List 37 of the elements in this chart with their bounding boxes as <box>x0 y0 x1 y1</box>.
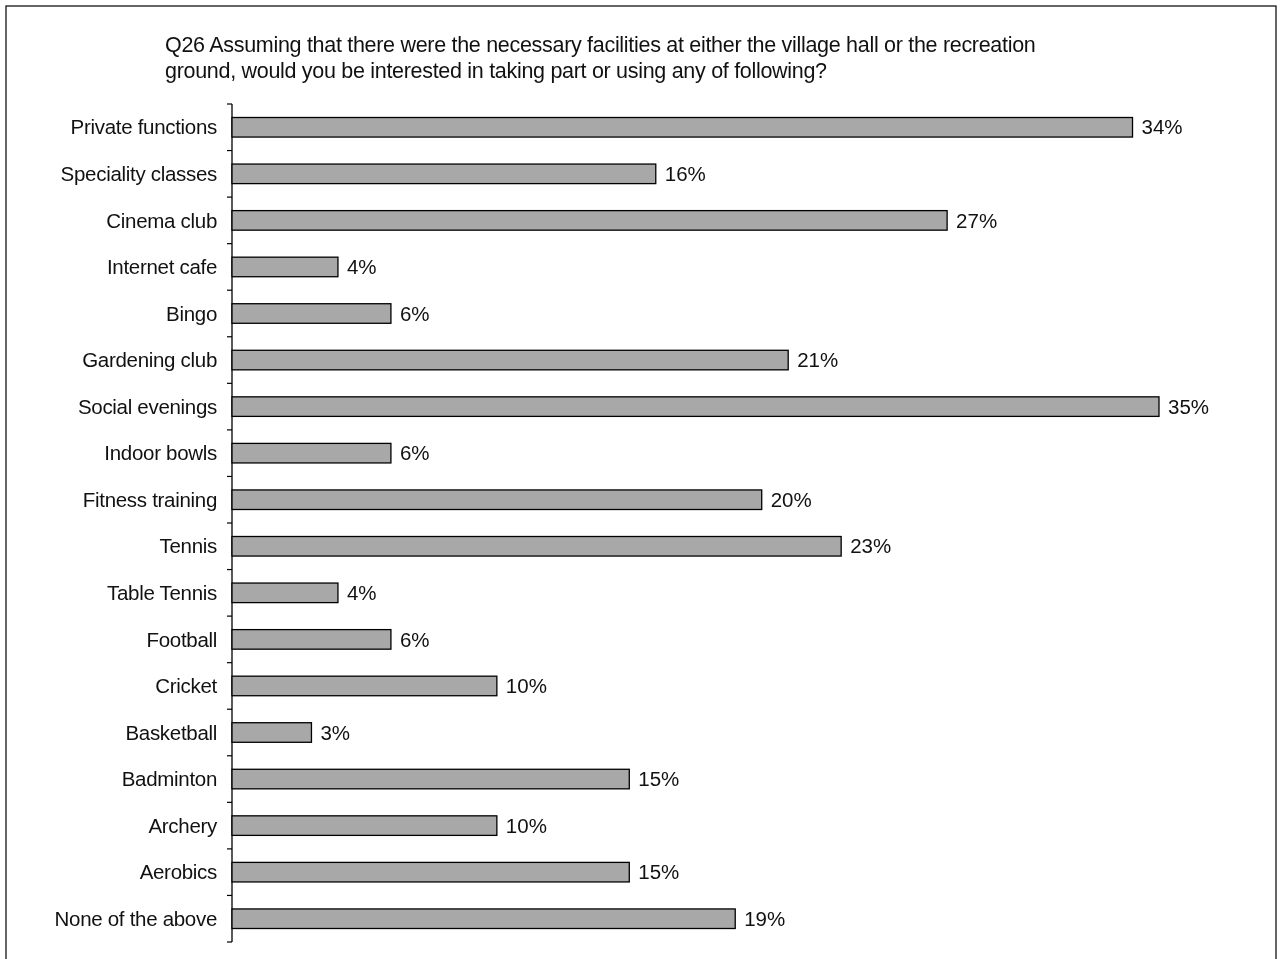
data-label: 6% <box>399 441 430 465</box>
data-label: 6% <box>399 301 430 325</box>
y-tick-label: Private functions <box>70 115 218 139</box>
y-tick-label: Speciality classes <box>60 162 218 186</box>
y-tick-label: Social evenings <box>77 394 218 418</box>
data-label: 10% <box>505 674 547 698</box>
data-label: 15% <box>638 860 680 884</box>
y-tick-label: Archery <box>148 813 219 837</box>
data-label: 4% <box>346 255 377 279</box>
data-label: 3% <box>320 720 351 744</box>
data-label: 6% <box>399 627 430 651</box>
y-tick-label: Basketball <box>125 720 217 744</box>
y-tick-label: Bingo <box>166 301 217 325</box>
data-label: 4% <box>346 581 377 605</box>
y-tick-label: Gardening club <box>82 348 217 372</box>
y-tick-label: Football <box>146 627 217 651</box>
y-tick-label: Cinema club <box>106 208 217 232</box>
y-tick-label: Internet cafe <box>106 255 217 279</box>
y-tick-label: Badminton <box>121 767 217 791</box>
data-label: 21% <box>797 348 839 372</box>
chart-title: Q26 Assuming that there were the necessary facilities at either the village hall or the recreation ground, would you be interested in taking part or using any of following? <box>165 33 1036 83</box>
data-label: 19% <box>744 906 786 930</box>
data-label: 34% <box>1141 115 1183 139</box>
data-label: 27% <box>956 208 998 232</box>
data-label: 15% <box>638 767 680 791</box>
data-label: 35% <box>1168 394 1210 418</box>
y-tick-label: Indoor bowls <box>104 441 218 465</box>
y-tick-label: Tennis <box>159 534 218 558</box>
data-label: 16% <box>664 162 706 186</box>
y-tick-label: Table Tennis <box>107 581 218 605</box>
data-label: 20% <box>770 487 812 511</box>
y-tick-label: None of the above <box>54 906 217 930</box>
y-tick-label: Fitness training <box>82 487 217 511</box>
y-tick-label: Aerobics <box>139 860 218 884</box>
data-label: 23% <box>850 534 892 558</box>
y-tick-label: Cricket <box>155 674 218 698</box>
data-label: 10% <box>505 813 547 837</box>
